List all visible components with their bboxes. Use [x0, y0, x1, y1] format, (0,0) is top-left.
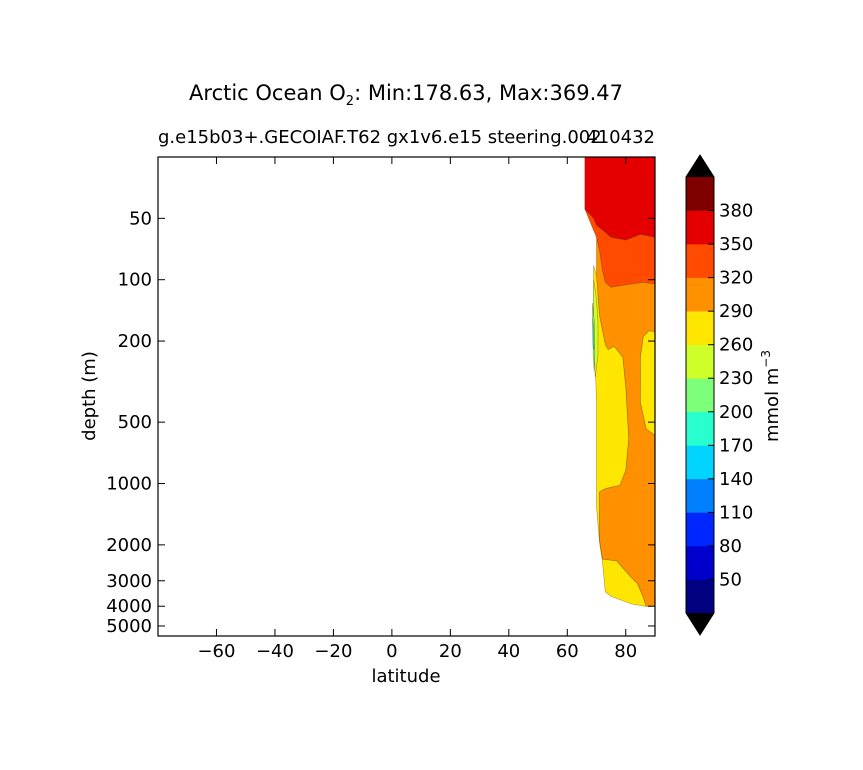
y-tick-label: 4000	[106, 596, 152, 617]
y-axis-label: depth (m)	[79, 351, 100, 441]
y-tick-label: 100	[118, 270, 152, 291]
colorbar-tick-label: 80	[719, 536, 742, 557]
x-tick-label: 40	[497, 641, 520, 662]
x-axis-label: latitude	[371, 666, 440, 687]
colorbar-segment	[686, 512, 714, 547]
colorbar-tick-label: 200	[719, 402, 753, 423]
colorbar-segment	[686, 378, 714, 413]
chart-subtitle-right: 410432	[586, 127, 655, 148]
y-tick-label: 500	[118, 412, 152, 433]
colorbar-segment	[686, 311, 714, 345]
contour-regions	[584, 157, 655, 607]
contour-region-260-290	[593, 265, 647, 607]
colorbar-extend-over	[686, 155, 714, 177]
y-tick-label: 200	[118, 331, 152, 352]
colorbar-segment	[686, 177, 714, 211]
colorbar-segment	[686, 545, 714, 580]
x-tick-label: 60	[556, 641, 579, 662]
y-tick-label: 3000	[106, 571, 152, 592]
colorbar: 50 80 110 140 170 200 230 260 290 320 350 380	[685, 154, 753, 636]
colorbar-outline	[685, 154, 715, 636]
colorbar-segment	[686, 478, 714, 513]
axis-ticks: −60 −40 −20 0 20 40 60 80 50 100 200 500 1000 2000 300…	[106, 157, 655, 662]
colorbar-segment	[686, 579, 714, 614]
contour-region-170-200	[592, 318, 595, 350]
contour-region-260-290	[640, 330, 655, 436]
colorbar-segment	[686, 344, 714, 379]
y-tick-label: 5000	[106, 616, 152, 637]
colorbar-extend-under	[686, 613, 714, 635]
chart-title: Arctic Ocean O2: Min:178.63, Max:369.47	[189, 81, 623, 109]
x-tick-label: −40	[256, 641, 294, 662]
y-tick-label: 1000	[106, 474, 152, 495]
chart-subtitle-left: g.e15b03+.GECOIAF.T62 gx1v6.e15 steering…	[158, 127, 602, 148]
colorbar-segment	[686, 411, 714, 446]
plot-frame	[157, 156, 656, 637]
colorbar-segment	[686, 277, 714, 312]
colorbar-tick-label: 230	[719, 368, 753, 389]
x-tick-label: −60	[197, 641, 235, 662]
colorbar-segment	[686, 445, 714, 480]
colorbar-tick-label: 110	[719, 502, 753, 523]
y-tick-label: 50	[129, 208, 152, 229]
x-tick-label: 0	[386, 641, 397, 662]
colorbar-label: mmol m−3	[759, 350, 783, 442]
colorbar-tick-label: 350	[719, 234, 753, 255]
x-tick-label: 20	[439, 641, 462, 662]
colorbar-tick-label: 380	[719, 201, 753, 222]
x-tick-label: −20	[314, 641, 352, 662]
colorbar-tick-label: 320	[719, 268, 753, 289]
colorbar-segment	[686, 244, 714, 278]
colorbar-tick-label: 170	[719, 435, 753, 456]
y-tick-label: 2000	[106, 535, 152, 556]
colorbar-tick-label: 50	[719, 569, 742, 590]
colorbar-tick-label: 260	[719, 335, 753, 356]
colorbar-tick-label: 140	[719, 469, 753, 490]
colorbar-tick-label: 290	[719, 301, 753, 322]
colorbar-segment	[686, 210, 714, 245]
x-tick-label: 80	[614, 641, 637, 662]
